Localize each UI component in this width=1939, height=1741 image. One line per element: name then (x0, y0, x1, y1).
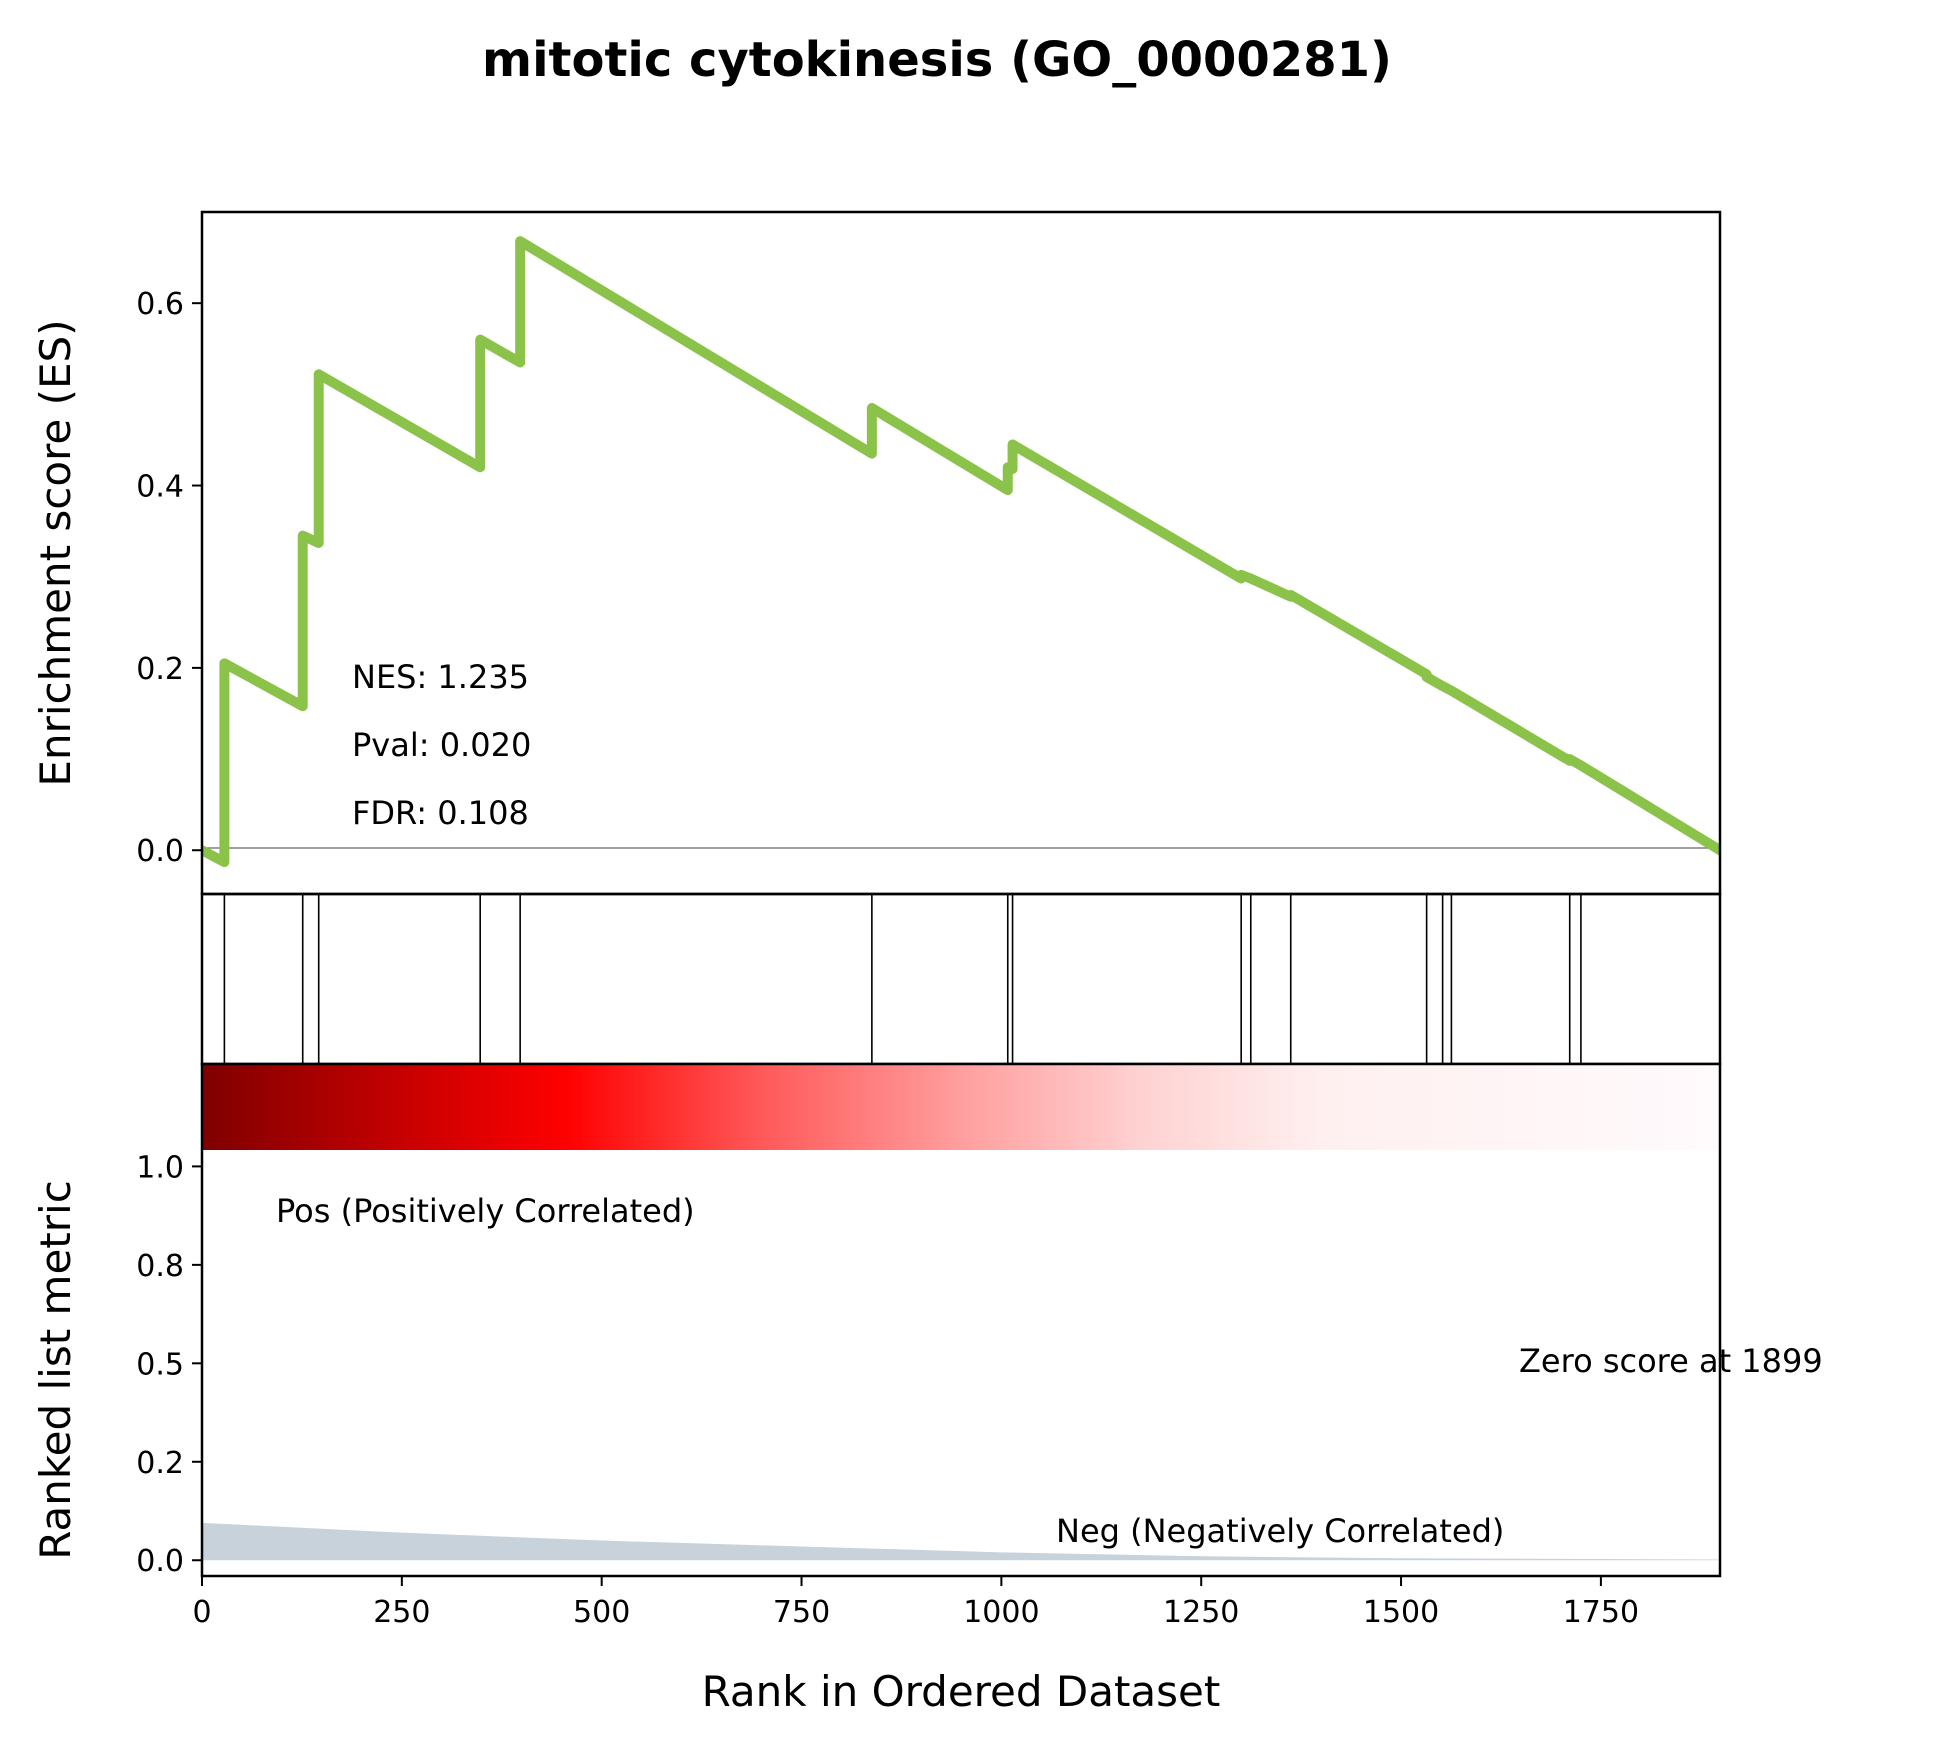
chart-title: mitotic cytokinesis (GO_0000281) (482, 32, 1392, 88)
metric-y-tick-label: 1.0 (136, 1150, 184, 1185)
fdr-stat: FDR: 0.108 (352, 794, 529, 832)
pos-label: Pos (Positively Correlated) (276, 1192, 695, 1230)
es-panel-frame (200, 210, 1722, 896)
x-tick-label: 0 (192, 1595, 211, 1630)
es-y-ticks: 0.0 0.2 0.4 0.6 (136, 287, 202, 869)
es-line (202, 236, 1720, 868)
es-y-tick-label: 0.6 (136, 287, 184, 322)
x-tick-label: 500 (573, 1595, 630, 1630)
metric-fill (202, 1522, 1720, 1561)
metric-panel-frame (200, 1062, 1722, 1578)
es-y-axis-label: Enrichment score (ES) (31, 319, 80, 786)
x-tick-label: 1250 (1163, 1595, 1239, 1630)
nes-stat: NES: 1.235 (352, 658, 529, 696)
es-y-tick-label: 0.4 (136, 470, 184, 505)
hits-panel (200, 892, 1722, 1066)
metric-y-tick-label: 0.2 (136, 1446, 184, 1481)
hits-panel-frame (200, 892, 1722, 1066)
x-tick-label: 1500 (1363, 1595, 1439, 1630)
hit-lines (223, 894, 1582, 1064)
es-y-tick-label: 0.2 (136, 652, 184, 687)
neg-label: Neg (Negatively Correlated) (1056, 1512, 1504, 1550)
x-tick-label: 1000 (963, 1595, 1039, 1630)
x-tick-label: 750 (773, 1595, 830, 1630)
x-tick-label: 250 (373, 1595, 430, 1630)
metric-y-ticks: 0.0 0.2 0.5 0.8 1.0 (136, 1150, 202, 1579)
metric-panel: 0.0 0.2 0.5 0.8 1.0 Pos (Positively Correlat… (31, 1062, 1823, 1579)
x-axis-label: Rank in Ordered Dataset (702, 1667, 1221, 1716)
x-axis-ticks: 0 250 500 750 1000 1250 1500 1750 (192, 1576, 1639, 1630)
pval-stat: Pval: 0.020 (352, 726, 531, 764)
metric-y-tick-label: 0.5 (136, 1347, 184, 1382)
es-panel: 0.0 0.2 0.4 0.6 NES: 1.235 Pval: 0.020 FDR:… (31, 210, 1722, 896)
x-tick-label: 1750 (1563, 1595, 1639, 1630)
heat-bar (202, 1064, 1720, 1150)
es-y-tick-label: 0.0 (136, 834, 184, 869)
zero-score-label: Zero score at 1899 (1519, 1342, 1823, 1380)
metric-y-tick-label: 0.8 (136, 1249, 184, 1284)
metric-y-tick-label: 0.0 (136, 1544, 184, 1579)
metric-y-axis-label: Ranked list metric (31, 1180, 80, 1560)
